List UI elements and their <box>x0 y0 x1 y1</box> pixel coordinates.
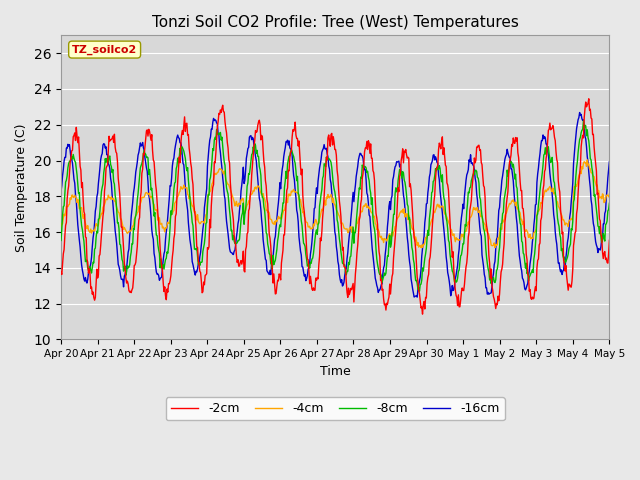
-2cm <box>179 132 187 137</box>
-16cm <box>208 127 216 132</box>
-2cm <box>208 192 216 197</box>
Line: -4cm: -4cm <box>61 160 609 248</box>
-2cm <box>418 304 426 310</box>
-8cm <box>124 263 131 269</box>
Line: -2cm: -2cm <box>61 99 609 314</box>
-4cm <box>179 186 187 192</box>
-4cm <box>491 245 499 251</box>
-16cm <box>605 159 613 165</box>
-4cm <box>208 181 216 187</box>
-8cm <box>419 265 426 271</box>
-4cm <box>67 197 75 203</box>
Y-axis label: Soil Temperature (C): Soil Temperature (C) <box>15 123 28 252</box>
-2cm <box>402 146 410 152</box>
-16cm <box>179 161 187 167</box>
-2cm <box>57 269 65 275</box>
-8cm <box>57 238 65 243</box>
-16cm <box>576 109 584 115</box>
X-axis label: Time: Time <box>320 365 351 378</box>
-16cm <box>124 257 131 263</box>
Legend: -2cm, -4cm, -8cm, -16cm: -2cm, -4cm, -8cm, -16cm <box>166 397 505 420</box>
-2cm <box>419 311 426 317</box>
Line: -8cm: -8cm <box>61 120 609 291</box>
Text: TZ_soilco2: TZ_soilco2 <box>72 45 137 55</box>
-4cm <box>124 230 131 236</box>
-8cm <box>415 288 423 294</box>
-2cm <box>605 238 613 243</box>
-2cm <box>67 155 75 161</box>
-4cm <box>605 191 613 197</box>
-8cm <box>179 146 187 152</box>
-4cm <box>584 157 591 163</box>
-4cm <box>57 225 65 231</box>
-2cm <box>585 96 593 102</box>
Line: -16cm: -16cm <box>61 112 609 297</box>
-16cm <box>57 188 65 194</box>
-2cm <box>124 278 131 284</box>
-16cm <box>67 156 75 161</box>
Title: Tonzi Soil CO2 Profile: Tree (West) Temperatures: Tonzi Soil CO2 Profile: Tree (West) Temp… <box>152 15 518 30</box>
-16cm <box>402 216 410 221</box>
-8cm <box>605 200 613 206</box>
-8cm <box>208 157 216 163</box>
-4cm <box>418 242 426 248</box>
-8cm <box>580 118 588 123</box>
-16cm <box>413 294 421 300</box>
-8cm <box>402 185 410 191</box>
-8cm <box>67 156 75 162</box>
-4cm <box>402 211 410 216</box>
-16cm <box>419 245 426 251</box>
